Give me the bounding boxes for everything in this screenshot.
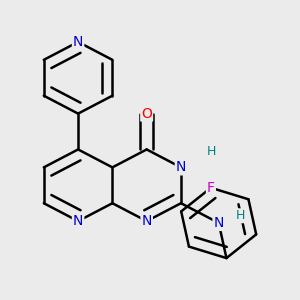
Text: N: N xyxy=(73,214,83,228)
Text: N: N xyxy=(176,160,186,174)
Text: H: H xyxy=(207,145,217,158)
Text: H: H xyxy=(236,209,245,222)
Text: O: O xyxy=(141,106,152,121)
Text: N: N xyxy=(142,214,152,228)
Text: N: N xyxy=(214,216,224,230)
Text: N: N xyxy=(73,35,83,49)
Text: F: F xyxy=(207,181,215,195)
